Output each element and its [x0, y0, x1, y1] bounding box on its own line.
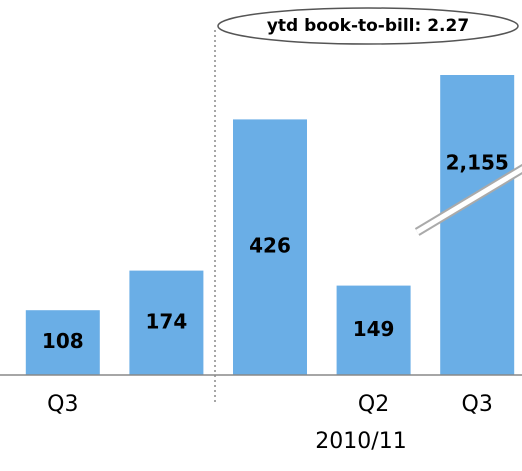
value-label: 108 [42, 329, 84, 353]
bar [336, 285, 411, 375]
x-axis-label: 2010/11 [315, 429, 406, 454]
axis-break [415, 166, 522, 235]
value-label: 426 [249, 234, 291, 258]
x-tick-label: Q2 [358, 392, 389, 417]
value-label: 2,155 [446, 151, 509, 175]
value-label: 149 [353, 317, 395, 341]
annotation: ytd book-to-bill: 2.27 [267, 16, 469, 36]
x-tick-label: Q3 [47, 392, 78, 417]
bar [25, 310, 100, 375]
bar [440, 75, 515, 375]
value-label: 174 [146, 309, 188, 333]
x-tick-label: Q3 [462, 392, 493, 417]
bar [129, 270, 204, 375]
annotation-bubble [217, 7, 519, 45]
bar [233, 119, 307, 376]
